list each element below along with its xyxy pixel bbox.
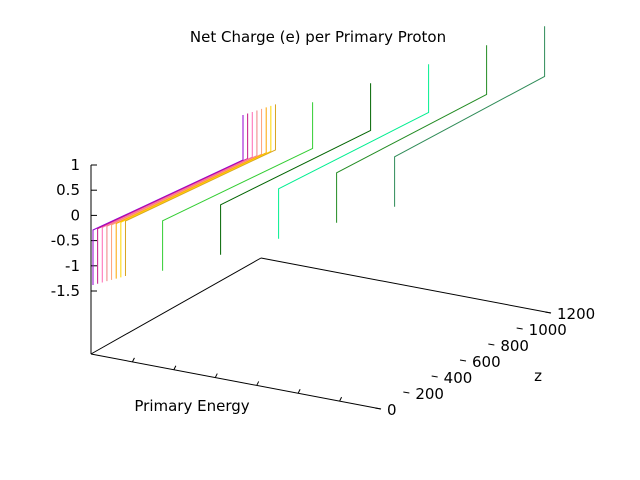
y-tick-label: 1200 xyxy=(557,305,595,323)
series-line xyxy=(92,115,244,285)
z-tick-label: 0.5 xyxy=(56,181,80,199)
y-tick-mark xyxy=(459,359,467,362)
series-lines xyxy=(92,26,546,285)
y-tick-mark xyxy=(488,343,495,346)
series-line xyxy=(162,102,314,271)
series-line xyxy=(97,113,249,284)
series-line xyxy=(101,111,253,283)
y-tick-mark xyxy=(516,327,523,330)
series-line xyxy=(336,45,488,223)
series-line xyxy=(115,107,267,279)
series-line xyxy=(394,26,546,207)
x-tick-mark xyxy=(339,396,343,402)
z-tick-label: -1 xyxy=(65,257,80,275)
y-axis-label: z xyxy=(534,367,542,385)
front-axis-line xyxy=(90,353,382,410)
series-line xyxy=(124,104,276,277)
x-tick-mark xyxy=(256,381,260,386)
x-tick-mark xyxy=(173,365,177,370)
series-line xyxy=(106,110,258,282)
z-ticks: 1 0.5 0 -0.5 -1 -1.5 xyxy=(51,156,97,300)
z-tick-label: -0.5 xyxy=(51,232,80,250)
z-tick-label: 1 xyxy=(70,156,80,174)
y-tick-mark xyxy=(544,311,552,314)
y-tick-label: 800 xyxy=(500,337,529,355)
series-line xyxy=(220,83,372,255)
z-tick-label: 0 xyxy=(70,206,80,224)
y-tick-label: 400 xyxy=(444,369,473,387)
y-tick-label: 600 xyxy=(472,353,501,371)
y-tick-mark xyxy=(374,407,382,410)
back-axis-line xyxy=(260,257,552,314)
x-tick-mark xyxy=(131,357,135,363)
chart-title: Net Charge (e) per Primary Proton xyxy=(190,28,446,46)
y-tick-mark xyxy=(403,391,410,394)
left-base-line xyxy=(90,257,262,355)
y-tick-label: 200 xyxy=(415,385,444,403)
series-line xyxy=(111,108,263,280)
x-tick-mark xyxy=(297,389,301,394)
x-axis-label: Primary Energy xyxy=(134,397,249,415)
series-line xyxy=(278,64,430,239)
series-line xyxy=(120,105,272,278)
y-tick-mark xyxy=(431,375,438,378)
y-tick-label: 0 xyxy=(387,401,397,419)
z-tick-label: -1.5 xyxy=(51,282,80,300)
axes-frame xyxy=(90,165,552,410)
y-tick-label: 1000 xyxy=(529,321,567,339)
x-tick-mark xyxy=(214,373,218,378)
